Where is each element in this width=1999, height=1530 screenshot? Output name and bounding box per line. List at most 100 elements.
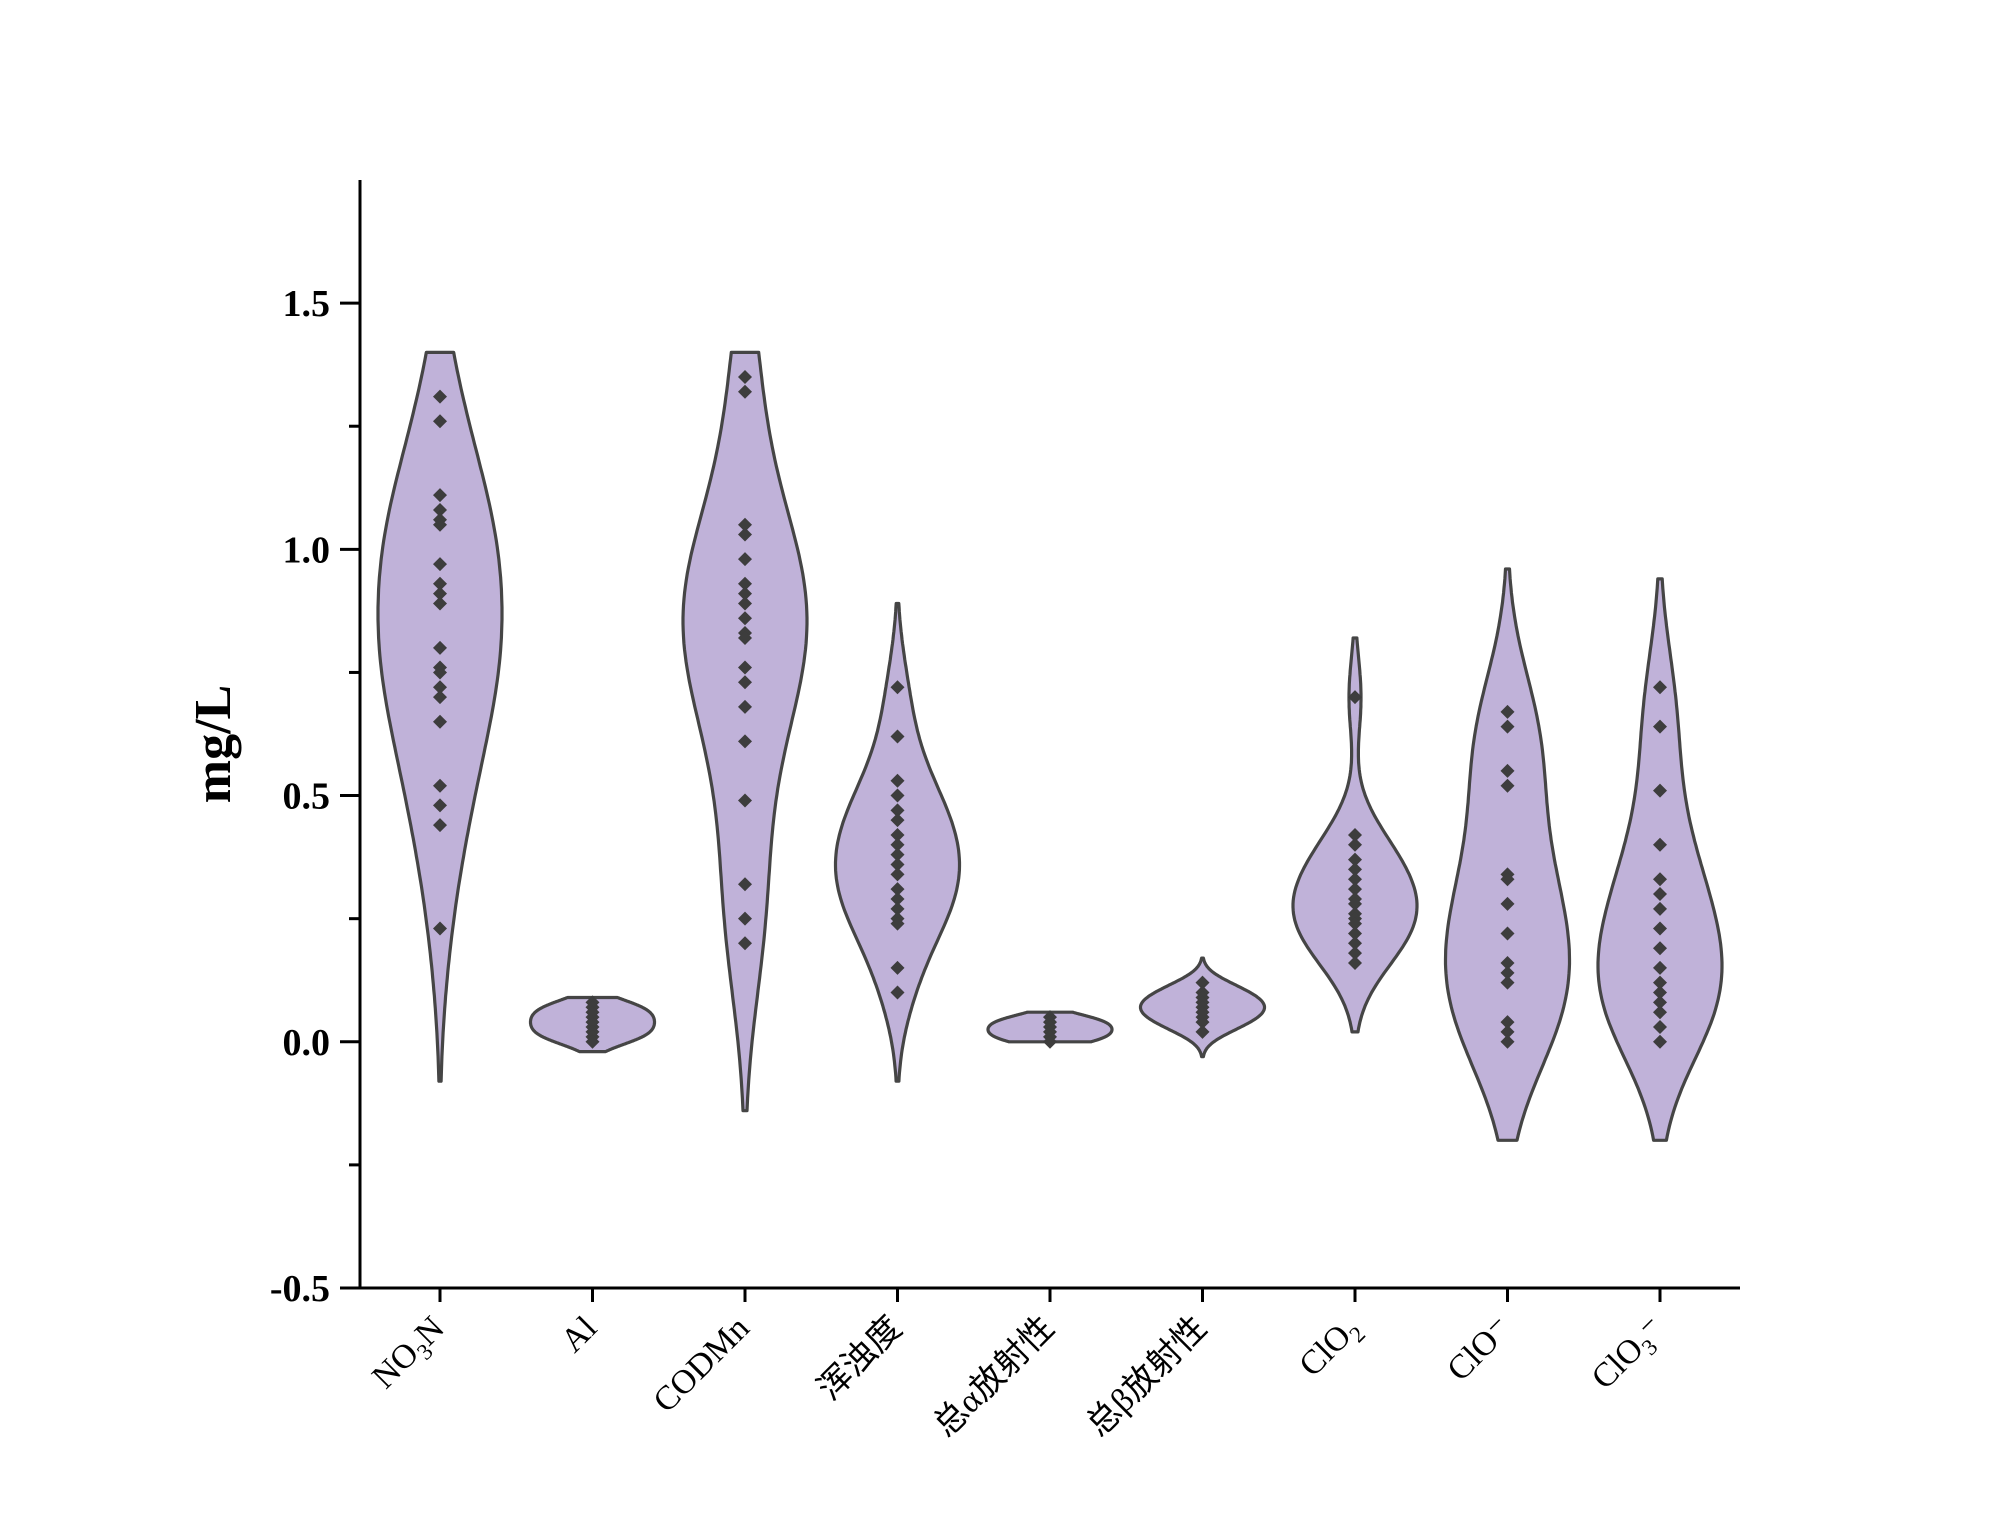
data-point: [890, 867, 905, 882]
data-point: [1500, 975, 1515, 990]
x-tick-label: CODMn: [646, 1309, 756, 1419]
x-tick-label: ClO2: [1292, 1309, 1370, 1387]
data-point: [1653, 837, 1667, 852]
data-point: [890, 803, 905, 818]
data-point: [890, 882, 905, 897]
data-point: [1500, 1024, 1515, 1039]
data-point: [433, 690, 447, 705]
data-point: [738, 611, 752, 626]
data-point: [1653, 960, 1667, 975]
data-point: [433, 921, 447, 936]
data-point: [738, 384, 752, 399]
data-point: [1653, 719, 1667, 734]
data-point: [738, 675, 752, 690]
y-axis-ticks: -0.5 0.0 0.5 1.0 1.5: [270, 283, 360, 1310]
violin-group: [1138, 956, 1267, 1059]
data-point: [1348, 936, 1362, 951]
y-tick-label: -0.5: [270, 1268, 330, 1310]
data-point: [738, 586, 752, 601]
x-tick-label: ClO3⁻: [1585, 1309, 1676, 1400]
data-point: [1348, 862, 1362, 877]
data-point: [890, 837, 905, 852]
data-point: [1500, 704, 1515, 719]
data-point: [1348, 882, 1362, 897]
data-point: [1500, 896, 1515, 911]
violin-body: [681, 350, 809, 1113]
data-point: [890, 857, 905, 872]
data-point: [433, 488, 447, 503]
data-point: [433, 714, 447, 729]
data-point: [738, 552, 752, 567]
data-point: [433, 502, 447, 517]
data-point: [1500, 1034, 1515, 1049]
data-point: [738, 734, 752, 749]
data-point: [1195, 975, 1210, 990]
x-tick-label: ClO⁻: [1440, 1309, 1519, 1388]
data-point: [1348, 852, 1362, 867]
data-point: [1500, 955, 1515, 970]
data-point: [890, 891, 905, 906]
data-point: [1348, 690, 1362, 705]
data-point: [890, 827, 905, 842]
data-point: [1348, 896, 1362, 911]
data-point: [1348, 837, 1362, 852]
data-point: [1653, 1034, 1667, 1049]
violin-group: [528, 995, 657, 1054]
data-point: [1348, 926, 1362, 941]
data-point: [890, 901, 905, 916]
violin-group: [986, 1010, 1114, 1049]
violin-body: [1596, 577, 1724, 1142]
x-tick-label: 总α放射性: [926, 1309, 1062, 1445]
y-tick-label: 1.5: [283, 283, 331, 325]
data-point: [1653, 901, 1667, 916]
data-point: [433, 680, 447, 695]
data-point: [1348, 916, 1362, 931]
data-point: [1043, 1034, 1057, 1049]
data-point: [738, 517, 752, 532]
data-point: [1500, 926, 1515, 941]
data-point: [433, 557, 447, 572]
data-point: [738, 630, 752, 645]
data-point: [1500, 778, 1515, 793]
data-point: [1500, 872, 1515, 887]
y-tick-label: 0.0: [283, 1022, 331, 1064]
data-point: [433, 414, 447, 429]
data-point: [1653, 985, 1667, 1000]
x-tick-label: NO3N: [365, 1309, 455, 1399]
data-point: [1348, 827, 1362, 842]
violin-group: [1596, 577, 1724, 1142]
y-tick-label: 1.0: [283, 529, 331, 571]
data-point: [433, 665, 447, 680]
data-point: [738, 527, 752, 542]
data-point: [1653, 941, 1667, 956]
data-point: [738, 596, 752, 611]
data-point: [1500, 1015, 1515, 1030]
data-point: [738, 911, 752, 926]
violin-group: [833, 601, 962, 1083]
data-point: [738, 793, 752, 808]
data-point: [1195, 1024, 1210, 1039]
data-point: [433, 596, 447, 611]
data-point: [1653, 1020, 1667, 1035]
violin-body: [1443, 567, 1572, 1142]
x-tick-label: 总β放射性: [1079, 1309, 1214, 1444]
data-point: [890, 813, 905, 828]
data-point: [433, 778, 447, 793]
y-axis-title: mg/L: [185, 685, 242, 803]
x-tick-label: 浑浊度: [810, 1309, 909, 1408]
data-point: [1653, 783, 1667, 798]
violin-group: [1443, 567, 1572, 1142]
data-point: [1348, 946, 1362, 961]
data-point: [433, 389, 447, 404]
data-point: [738, 936, 752, 951]
data-point: [1653, 887, 1667, 902]
data-point: [1195, 1015, 1210, 1030]
violin-group: [1291, 636, 1419, 1034]
data-point: [1653, 1005, 1667, 1020]
data-point: [1500, 965, 1515, 980]
data-point: [1653, 872, 1667, 887]
violin-group: [681, 350, 809, 1113]
data-point: [1653, 680, 1667, 695]
x-tick-label: Al: [554, 1309, 604, 1359]
